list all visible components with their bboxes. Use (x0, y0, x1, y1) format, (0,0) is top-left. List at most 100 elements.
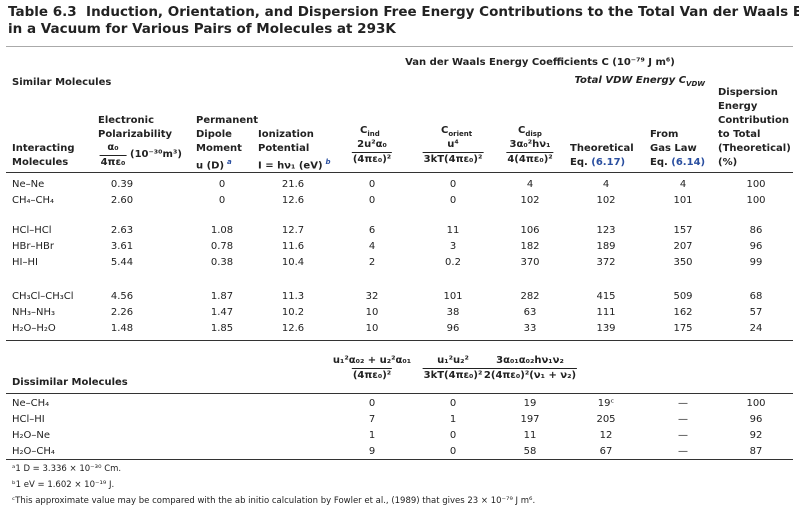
cell-value: 106 (520, 225, 540, 236)
header-subscript: ind (367, 130, 380, 138)
cell-text: Energy (718, 101, 758, 112)
cell-value: 370 (520, 257, 540, 268)
cell-text: Theoretical (570, 143, 634, 154)
row-label: H₂O–Ne (12, 430, 51, 441)
cell-value: 99 (749, 257, 763, 268)
cell-value: 350 (673, 257, 693, 268)
cell-value: 205 (596, 414, 616, 425)
cell-value: 68 (749, 291, 763, 302)
cell-text: u (D) a (196, 158, 232, 172)
cell-value: 12.6 (281, 323, 305, 334)
cell-value: 0.38 (210, 257, 234, 268)
cell-text: Molecules (12, 157, 69, 168)
cell-text: Contribution (718, 115, 789, 126)
cell-value: 1.48 (110, 323, 134, 334)
cell-value: 3.61 (110, 241, 134, 252)
fraction-denominator: 4(4πε₀)² (506, 152, 554, 165)
cell-text: to Total (718, 129, 761, 140)
cell-value: 0 (449, 446, 457, 457)
cell-value: 58 (523, 446, 537, 457)
cell-value: 10.4 (281, 257, 305, 268)
cell-value: 0 (368, 195, 376, 206)
cell-value: 67 (599, 446, 613, 457)
cell-value: 87 (749, 446, 763, 457)
cell-value: 7 (368, 414, 376, 425)
cell-value: — (678, 414, 688, 425)
cell-value: 1 (449, 414, 457, 425)
cell-value: 162 (673, 307, 693, 318)
row-label: HBr–HBr (12, 241, 54, 252)
rule (6, 340, 793, 341)
fraction-numerator: u₁²u₂² (437, 355, 469, 366)
cell-value: 96 (749, 241, 763, 252)
cell-value: 92 (749, 430, 763, 441)
cell-value: 111 (596, 307, 616, 318)
cell-value: 0 (449, 195, 457, 206)
fraction-denominator: (4πε₀)² (351, 368, 393, 381)
cell-text: I = hν₁ (eV) b (258, 158, 331, 172)
cell-text: Gas Law (650, 143, 697, 154)
rule (6, 393, 793, 394)
cell-text: Electronic (98, 115, 155, 126)
header-text: C (518, 125, 526, 136)
cell-value: 0 (368, 398, 376, 409)
equation-ref: (6.17) (591, 157, 626, 168)
cell-value: 11 (446, 225, 460, 236)
cell-text: Dipole (196, 129, 232, 140)
cell-value: 4.56 (110, 291, 134, 302)
cell-value: 1.87 (210, 291, 234, 302)
cell-value: 19 (523, 398, 537, 409)
cell-value: 4 (602, 179, 610, 190)
cell-value: 5.44 (110, 257, 134, 268)
header-subscript: disp (525, 130, 542, 138)
fraction-numerator: u₁²α₀₂ + u₂²α₀₁ (332, 355, 412, 366)
cell-value: 12.7 (281, 225, 305, 236)
row-label: HCl–HI (12, 414, 45, 425)
cell-value: 86 (749, 225, 763, 236)
cell-value: 11.3 (281, 291, 305, 302)
cell-value: 0 (218, 195, 226, 206)
cell-value: 101 (673, 195, 693, 206)
cell-value: 0 (449, 430, 457, 441)
cell-value: 101 (443, 291, 463, 302)
title-line: Table 6.3 Induction, Orientation, and Di… (8, 4, 799, 21)
section-header: Similar Molecules (12, 77, 112, 88)
row-label: CH₄–CH₄ (12, 195, 55, 206)
cell-value: 19ᶜ (597, 398, 615, 409)
cell-value: 96 (446, 323, 460, 334)
cell-value: 2.60 (110, 195, 134, 206)
cell-value: 123 (596, 225, 616, 236)
cell-value: 12.6 (281, 195, 305, 206)
cell-text: Dispersion (718, 87, 778, 98)
cell-value: 157 (673, 225, 693, 236)
cell-text: (Theoretical) (718, 143, 791, 154)
footnote: ᶜThis approximate value may be compared … (12, 496, 536, 506)
cell-value: 2.63 (110, 225, 134, 236)
cell-value: 32 (365, 291, 379, 302)
fraction-numerator: 3α₀₁α₀₂hν₁ν₂ (496, 355, 564, 366)
cell-value: 372 (596, 257, 616, 268)
fraction-numerator: 3α₀²hν₁ (509, 139, 551, 150)
row-label: H₂O–H₂O (12, 323, 56, 334)
cell-value: 11 (523, 430, 537, 441)
cell-value: 2 (368, 257, 376, 268)
table-label: Table 6.3 (8, 4, 77, 20)
cell-text: From (650, 129, 679, 140)
cell-value: 1.47 (210, 307, 234, 318)
rule (6, 459, 793, 460)
header-text: Total VDW Energy CVDW (574, 74, 705, 91)
fraction-numerator: u⁴ (447, 139, 459, 150)
cell-text: (10⁻³⁰m³) (130, 149, 182, 160)
row-label: HI–HI (12, 257, 38, 268)
fraction-denominator: 3kT(4πε₀)² (422, 368, 484, 381)
header-text: Corient (441, 124, 472, 141)
fraction-numerator: α₀ (107, 142, 119, 153)
cell-text: Potential (258, 143, 310, 154)
cell-value: 96 (749, 414, 763, 425)
cell-value: 63 (523, 307, 537, 318)
row-label: Ne–Ne (12, 179, 45, 190)
cell-value: 57 (749, 307, 763, 318)
cell-value: 415 (596, 291, 616, 302)
cell-value: 33 (523, 323, 537, 334)
header-text: Total VDW Energy C (574, 75, 687, 86)
